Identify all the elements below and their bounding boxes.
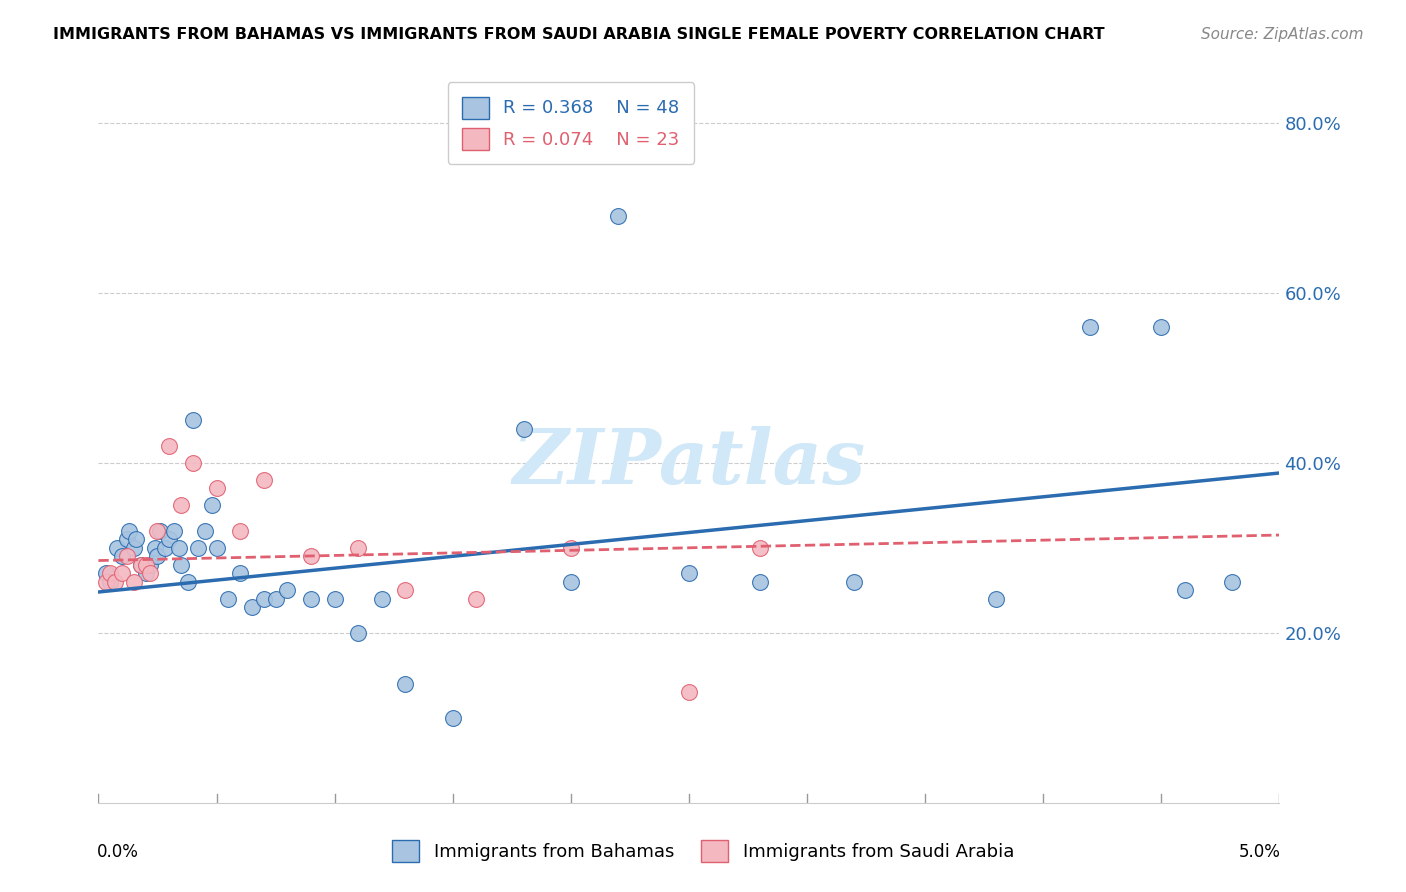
Point bbox=[465, 591, 488, 606]
Point bbox=[122, 574, 145, 589]
Point bbox=[201, 498, 224, 512]
Point bbox=[163, 524, 186, 538]
Point bbox=[748, 541, 770, 555]
Point bbox=[98, 566, 121, 581]
Text: Source: ZipAtlas.com: Source: ZipAtlas.com bbox=[1201, 27, 1364, 42]
Point bbox=[149, 524, 172, 538]
Point bbox=[122, 541, 145, 555]
Point bbox=[129, 558, 152, 572]
Legend: Immigrants from Bahamas, Immigrants from Saudi Arabia: Immigrants from Bahamas, Immigrants from… bbox=[385, 833, 1021, 870]
Point bbox=[299, 591, 322, 606]
Point bbox=[153, 541, 176, 555]
Point bbox=[347, 625, 370, 640]
Point bbox=[323, 591, 346, 606]
Point bbox=[177, 574, 200, 589]
Point bbox=[167, 541, 190, 555]
Point bbox=[125, 533, 148, 547]
Point bbox=[394, 583, 416, 598]
Text: 5.0%: 5.0% bbox=[1239, 843, 1281, 861]
Point bbox=[205, 541, 228, 555]
Text: 0.0%: 0.0% bbox=[97, 843, 139, 861]
Point bbox=[229, 566, 252, 581]
Point bbox=[217, 591, 239, 606]
Point bbox=[1174, 583, 1197, 598]
Point bbox=[371, 591, 394, 606]
Point bbox=[678, 685, 700, 699]
Point bbox=[94, 566, 117, 581]
Point bbox=[299, 549, 322, 564]
Point bbox=[394, 677, 416, 691]
Point bbox=[187, 541, 209, 555]
Point bbox=[240, 600, 263, 615]
Point bbox=[748, 574, 770, 589]
Point bbox=[146, 524, 169, 538]
Point bbox=[276, 583, 298, 598]
Point bbox=[844, 574, 866, 589]
Point bbox=[111, 549, 134, 564]
Point bbox=[181, 413, 204, 427]
Point bbox=[264, 591, 287, 606]
Point bbox=[143, 541, 166, 555]
Point bbox=[94, 574, 117, 589]
Point bbox=[139, 558, 162, 572]
Point bbox=[253, 473, 276, 487]
Point bbox=[194, 524, 217, 538]
Point bbox=[607, 209, 630, 223]
Point bbox=[157, 439, 180, 453]
Point bbox=[104, 574, 127, 589]
Point bbox=[115, 533, 138, 547]
Point bbox=[157, 533, 180, 547]
Legend: R = 0.368    N = 48, R = 0.074    N = 23: R = 0.368 N = 48, R = 0.074 N = 23 bbox=[447, 82, 695, 164]
Point bbox=[170, 498, 193, 512]
Point bbox=[984, 591, 1007, 606]
Point bbox=[229, 524, 252, 538]
Point bbox=[347, 541, 370, 555]
Point bbox=[560, 541, 582, 555]
Text: IMMIGRANTS FROM BAHAMAS VS IMMIGRANTS FROM SAUDI ARABIA SINGLE FEMALE POVERTY CO: IMMIGRANTS FROM BAHAMAS VS IMMIGRANTS FR… bbox=[53, 27, 1105, 42]
Point bbox=[170, 558, 193, 572]
Point bbox=[139, 566, 162, 581]
Point bbox=[560, 574, 582, 589]
Point bbox=[205, 481, 228, 495]
Point bbox=[181, 456, 204, 470]
Point bbox=[118, 524, 141, 538]
Point bbox=[146, 549, 169, 564]
Point bbox=[1150, 319, 1173, 334]
Text: ZIPatlas: ZIPatlas bbox=[512, 426, 866, 500]
Point bbox=[135, 558, 157, 572]
Point bbox=[441, 711, 464, 725]
Point bbox=[135, 566, 157, 581]
Point bbox=[111, 566, 134, 581]
Point bbox=[105, 541, 128, 555]
Point bbox=[1220, 574, 1243, 589]
Point bbox=[512, 422, 534, 436]
Point bbox=[129, 558, 152, 572]
Point bbox=[98, 574, 121, 589]
Point bbox=[115, 549, 138, 564]
Point bbox=[1080, 319, 1102, 334]
Point bbox=[253, 591, 276, 606]
Point bbox=[678, 566, 700, 581]
